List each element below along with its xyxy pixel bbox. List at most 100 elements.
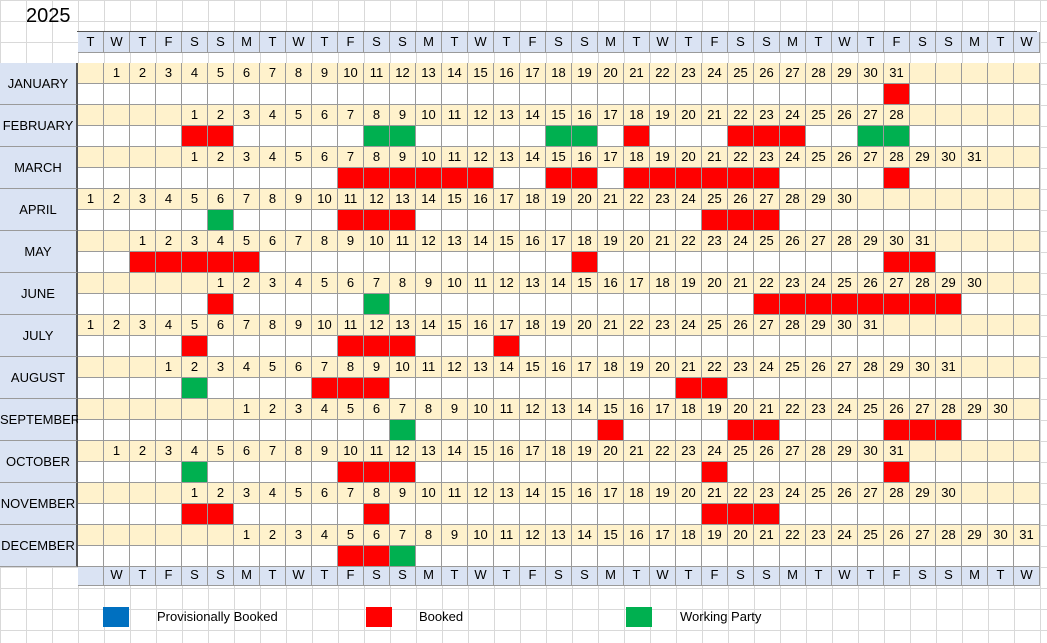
booking-cell[interactable] [234, 420, 260, 441]
booking-cell[interactable] [208, 462, 234, 483]
booking-cell[interactable] [832, 252, 858, 273]
booking-cell[interactable] [728, 462, 754, 483]
booking-cell[interactable] [702, 252, 728, 273]
booking-cell[interactable] [572, 84, 598, 105]
booking-cell[interactable] [650, 252, 676, 273]
booking-cell[interactable] [702, 336, 728, 357]
booking-cell[interactable] [416, 504, 442, 525]
booked-day[interactable] [728, 420, 754, 441]
booking-cell[interactable] [234, 546, 260, 567]
booking-cell[interactable] [676, 504, 702, 525]
booking-cell[interactable] [390, 84, 416, 105]
booking-cell[interactable] [676, 84, 702, 105]
booking-cell[interactable] [520, 84, 546, 105]
booking-cell[interactable] [598, 462, 624, 483]
booking-cell[interactable] [546, 210, 572, 231]
booking-cell[interactable] [286, 462, 312, 483]
booking-cell[interactable] [780, 168, 806, 189]
booking-cell[interactable] [468, 420, 494, 441]
booking-cell[interactable] [572, 336, 598, 357]
booking-cell[interactable] [520, 378, 546, 399]
booking-cell[interactable] [156, 462, 182, 483]
booking-cell[interactable] [78, 210, 104, 231]
booking-cell[interactable] [442, 504, 468, 525]
booking-cell[interactable] [806, 168, 832, 189]
booking-cell[interactable] [806, 462, 832, 483]
booking-cell[interactable] [572, 378, 598, 399]
booking-cell[interactable] [494, 504, 520, 525]
booking-cell[interactable] [312, 126, 338, 147]
booking-cell[interactable] [468, 126, 494, 147]
booking-cell[interactable] [208, 378, 234, 399]
booking-cell[interactable] [338, 84, 364, 105]
booking-cell[interactable] [572, 294, 598, 315]
booking-cell[interactable] [624, 546, 650, 567]
booking-cell[interactable] [312, 420, 338, 441]
booking-cell[interactable] [754, 252, 780, 273]
booking-cell[interactable] [104, 336, 130, 357]
booking-cell[interactable] [416, 126, 442, 147]
booking-cell[interactable] [234, 210, 260, 231]
booked-day[interactable] [494, 336, 520, 357]
booking-cell[interactable] [728, 252, 754, 273]
booking-cell[interactable] [260, 210, 286, 231]
booked-day[interactable] [364, 462, 390, 483]
booked-day[interactable] [390, 336, 416, 357]
booking-cell[interactable] [650, 504, 676, 525]
booking-cell[interactable] [520, 420, 546, 441]
booking-cell[interactable] [104, 210, 130, 231]
booking-cell[interactable] [806, 504, 832, 525]
booking-cell[interactable] [858, 420, 884, 441]
booking-cell[interactable] [286, 168, 312, 189]
booking-cell[interactable] [832, 462, 858, 483]
booked-day[interactable] [754, 168, 780, 189]
booking-cell[interactable] [702, 294, 728, 315]
booking-cell[interactable] [624, 294, 650, 315]
booking-cell[interactable] [806, 420, 832, 441]
booking-cell[interactable] [806, 210, 832, 231]
booked-day[interactable] [650, 168, 676, 189]
booking-cell[interactable] [286, 546, 312, 567]
booking-cell[interactable] [962, 294, 988, 315]
booking-cell[interactable] [156, 336, 182, 357]
booked-day[interactable] [338, 462, 364, 483]
booking-cell[interactable] [442, 546, 468, 567]
booked-day[interactable] [728, 504, 754, 525]
booking-cell[interactable] [442, 252, 468, 273]
booking-cell[interactable] [390, 252, 416, 273]
booking-cell[interactable] [780, 378, 806, 399]
booked-day[interactable] [884, 168, 910, 189]
booking-cell[interactable] [650, 420, 676, 441]
booking-cell[interactable] [650, 84, 676, 105]
booked-day[interactable] [676, 378, 702, 399]
booked-day[interactable] [780, 126, 806, 147]
booked-day[interactable] [130, 252, 156, 273]
booked-day[interactable] [364, 378, 390, 399]
booking-cell[interactable] [858, 252, 884, 273]
booking-cell[interactable] [234, 462, 260, 483]
booked-day[interactable] [884, 84, 910, 105]
booked-day[interactable] [728, 126, 754, 147]
working-party-day[interactable] [858, 126, 884, 147]
booking-cell[interactable] [338, 294, 364, 315]
working-party-day[interactable] [182, 378, 208, 399]
booking-cell[interactable] [208, 336, 234, 357]
booking-cell[interactable] [598, 294, 624, 315]
booking-cell[interactable] [468, 546, 494, 567]
booking-cell[interactable] [442, 126, 468, 147]
booked-day[interactable] [468, 168, 494, 189]
booking-cell[interactable] [312, 294, 338, 315]
booking-cell[interactable] [650, 462, 676, 483]
booking-cell[interactable] [468, 252, 494, 273]
booking-cell[interactable] [650, 210, 676, 231]
booking-cell[interactable] [572, 210, 598, 231]
booking-cell[interactable] [338, 504, 364, 525]
booked-day[interactable] [702, 504, 728, 525]
booked-day[interactable] [806, 294, 832, 315]
booking-cell[interactable] [624, 252, 650, 273]
booking-cell[interactable] [624, 378, 650, 399]
booking-cell[interactable] [494, 210, 520, 231]
booked-day[interactable] [884, 462, 910, 483]
booking-cell[interactable] [624, 420, 650, 441]
booked-day[interactable] [910, 420, 936, 441]
